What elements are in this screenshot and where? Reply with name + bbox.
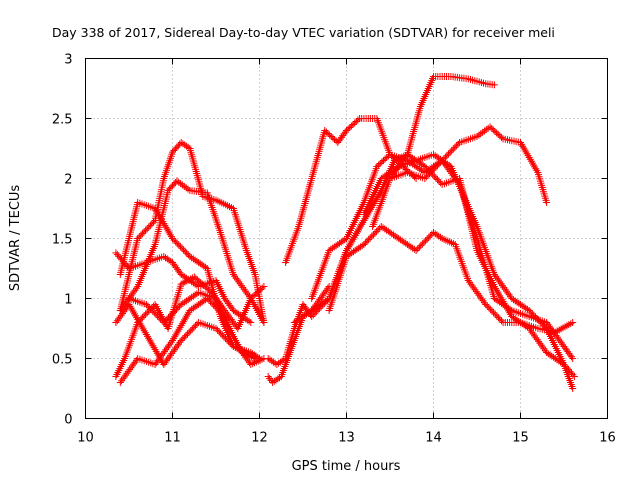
y-tick-label: 0 <box>64 413 72 428</box>
plus-markers <box>308 123 551 302</box>
plot-area <box>112 73 578 392</box>
plus-markers <box>386 151 577 392</box>
x-tick-label: 12 <box>251 431 268 446</box>
axis-ticks <box>85 58 608 419</box>
x-tick-label: 11 <box>164 431 181 446</box>
series-prn-i <box>264 283 333 386</box>
x-tick-label: 16 <box>599 431 616 446</box>
x-tick-label: 13 <box>338 431 355 446</box>
x-tick-label: 10 <box>77 431 94 446</box>
chart-title: Day 338 of 2017, Sidereal Day-to-day VTE… <box>52 25 555 40</box>
plus-markers <box>116 177 268 326</box>
y-tick-label: 0.5 <box>52 353 73 368</box>
plus-markers <box>360 151 578 380</box>
y-axis-title: SDTVAR / TECUs <box>8 185 23 292</box>
plus-markers <box>125 289 259 362</box>
y-tick-labels: 0 0.5 1 1.5 2 2.5 3 <box>52 53 73 428</box>
y-tick-label: 1.5 <box>52 233 73 248</box>
plus-markers <box>264 283 333 386</box>
series-prn-o <box>360 151 578 380</box>
series-prn-q <box>386 151 577 392</box>
y-tick-label: 2 <box>64 173 72 188</box>
y-tick-label: 2.5 <box>52 113 73 128</box>
series-prn-d <box>116 177 268 326</box>
series-prn-h <box>125 289 259 362</box>
y-tick-label: 1 <box>64 293 72 308</box>
x-tick-labels: 10 11 12 13 14 15 16 <box>77 431 616 446</box>
x-axis-title: GPS time / hours <box>292 459 401 474</box>
x-tick-label: 15 <box>512 431 529 446</box>
y-tick-label: 3 <box>64 53 72 68</box>
x-tick-label: 14 <box>425 431 442 446</box>
plus-markers <box>325 223 577 336</box>
plus-markers <box>282 115 420 266</box>
series-prn-m <box>308 123 551 302</box>
